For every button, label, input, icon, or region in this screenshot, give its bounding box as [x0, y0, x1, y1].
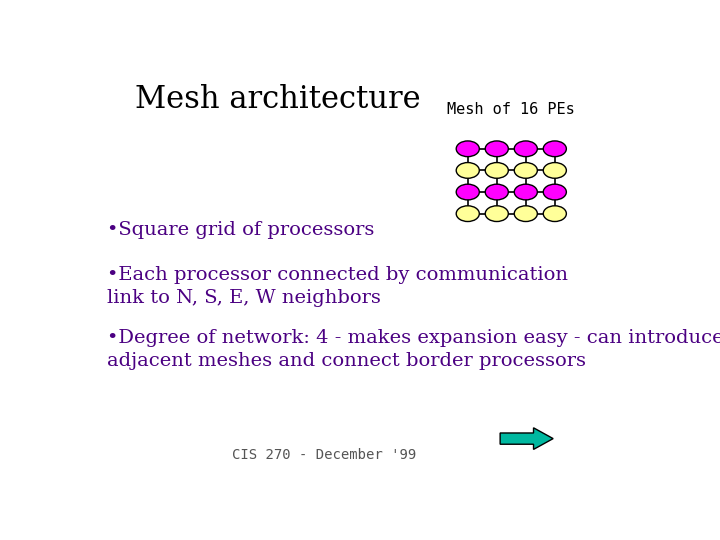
Ellipse shape: [544, 184, 567, 200]
Ellipse shape: [514, 163, 537, 178]
Ellipse shape: [456, 163, 480, 178]
Text: CIS 270 - December '99: CIS 270 - December '99: [233, 448, 416, 462]
Text: Mesh architecture: Mesh architecture: [135, 84, 420, 114]
Ellipse shape: [544, 141, 567, 157]
Ellipse shape: [485, 184, 508, 200]
Ellipse shape: [544, 206, 567, 221]
Ellipse shape: [456, 141, 480, 157]
Ellipse shape: [514, 206, 537, 221]
Ellipse shape: [514, 141, 537, 157]
Ellipse shape: [544, 163, 567, 178]
Ellipse shape: [485, 206, 508, 221]
Ellipse shape: [456, 184, 480, 200]
Ellipse shape: [514, 184, 537, 200]
Text: •Square grid of processors: •Square grid of processors: [107, 221, 374, 239]
Text: •Each processor connected by communication
link to N, S, E, W neighbors: •Each processor connected by communicati…: [107, 266, 568, 307]
Ellipse shape: [456, 206, 480, 221]
Text: Mesh of 16 PEs: Mesh of 16 PEs: [447, 102, 575, 117]
Polygon shape: [500, 428, 553, 449]
Ellipse shape: [485, 163, 508, 178]
Text: •Degree of network: 4 - makes expansion easy - can introduce
adjacent meshes and: •Degree of network: 4 - makes expansion …: [107, 329, 720, 370]
Ellipse shape: [485, 141, 508, 157]
